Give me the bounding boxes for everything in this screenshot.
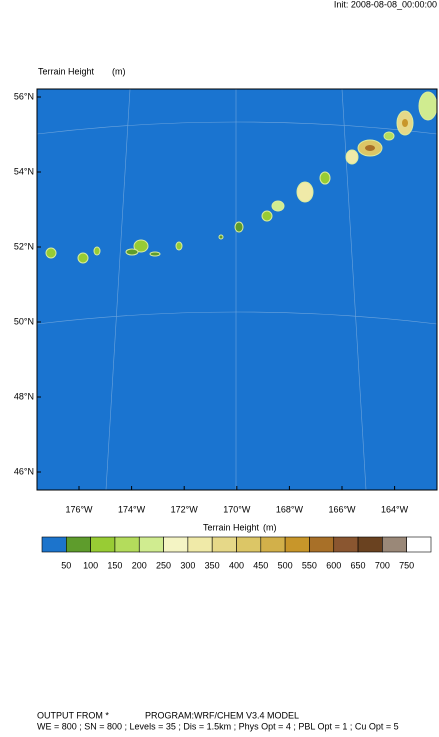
colorbar-label: 200 bbox=[132, 560, 147, 570]
colorbar-box bbox=[138, 536, 164, 553]
colorbar-box bbox=[90, 536, 116, 553]
colorbar-box bbox=[66, 536, 91, 553]
colorbar-box bbox=[357, 536, 383, 553]
colorbar-label: 300 bbox=[180, 560, 195, 570]
lon-label: 170°W bbox=[223, 504, 251, 514]
lon-label: 164°W bbox=[381, 504, 409, 514]
colorbar-label: 450 bbox=[253, 560, 268, 570]
colorbar-units: (m) bbox=[263, 522, 277, 532]
colorbar-label: 650 bbox=[351, 560, 366, 570]
colorbar-label: 550 bbox=[302, 560, 317, 570]
colorbar-box bbox=[309, 536, 335, 553]
colorbar-label: 600 bbox=[326, 560, 341, 570]
lon-label: 176°W bbox=[65, 504, 93, 514]
map-units: (m) bbox=[112, 66, 126, 76]
colorbar-label: 100 bbox=[83, 560, 98, 570]
colorbar-label: 750 bbox=[399, 560, 414, 570]
lat-label: 52°N bbox=[14, 241, 34, 251]
lon-label: 174°W bbox=[118, 504, 146, 514]
footer-program: PROGRAM:WRF/CHEM V3.4 MODEL bbox=[145, 710, 299, 720]
init-time: Init: 2008-08-08_00:00:00 bbox=[334, 0, 437, 9]
lon-label: 168°W bbox=[276, 504, 304, 514]
colorbar-label: 400 bbox=[229, 560, 244, 570]
map-title: Terrain Height bbox=[38, 66, 95, 76]
colorbar-box bbox=[236, 536, 262, 553]
colorbar-box bbox=[163, 536, 189, 553]
colorbar-box bbox=[211, 536, 237, 553]
colorbar-box bbox=[406, 536, 432, 553]
lat-label: 48°N bbox=[14, 391, 34, 401]
colorbar-label: 700 bbox=[375, 560, 390, 570]
lat-label: 50°N bbox=[14, 316, 34, 326]
footer-settings: WE = 800 ; SN = 800 ; Levels = 35 ; Dis … bbox=[37, 721, 399, 731]
colorbar-box bbox=[382, 536, 407, 553]
lon-label: 172°W bbox=[171, 504, 199, 514]
lat-label: 54°N bbox=[14, 166, 34, 176]
colorbar-box bbox=[187, 536, 213, 553]
colorbar-title: Terrain Height bbox=[203, 522, 260, 532]
lat-label: 56°N bbox=[14, 91, 34, 101]
colorbar-box bbox=[114, 536, 140, 553]
colorbar-label: 50 bbox=[61, 560, 71, 570]
footer-output: OUTPUT FROM * bbox=[37, 710, 109, 720]
colorbar-label: 250 bbox=[156, 560, 171, 570]
lat-label: 46°N bbox=[14, 466, 34, 476]
colorbar-label: 150 bbox=[107, 560, 122, 570]
colorbar-box bbox=[260, 536, 286, 553]
colorbar-box bbox=[41, 536, 67, 553]
graticule bbox=[36, 88, 438, 491]
colorbar-label: 500 bbox=[278, 560, 293, 570]
colorbar-box bbox=[333, 536, 359, 553]
colorbar-label: 350 bbox=[205, 560, 220, 570]
lon-label: 166°W bbox=[328, 504, 356, 514]
islands bbox=[45, 91, 438, 264]
colorbar-box bbox=[284, 536, 310, 553]
